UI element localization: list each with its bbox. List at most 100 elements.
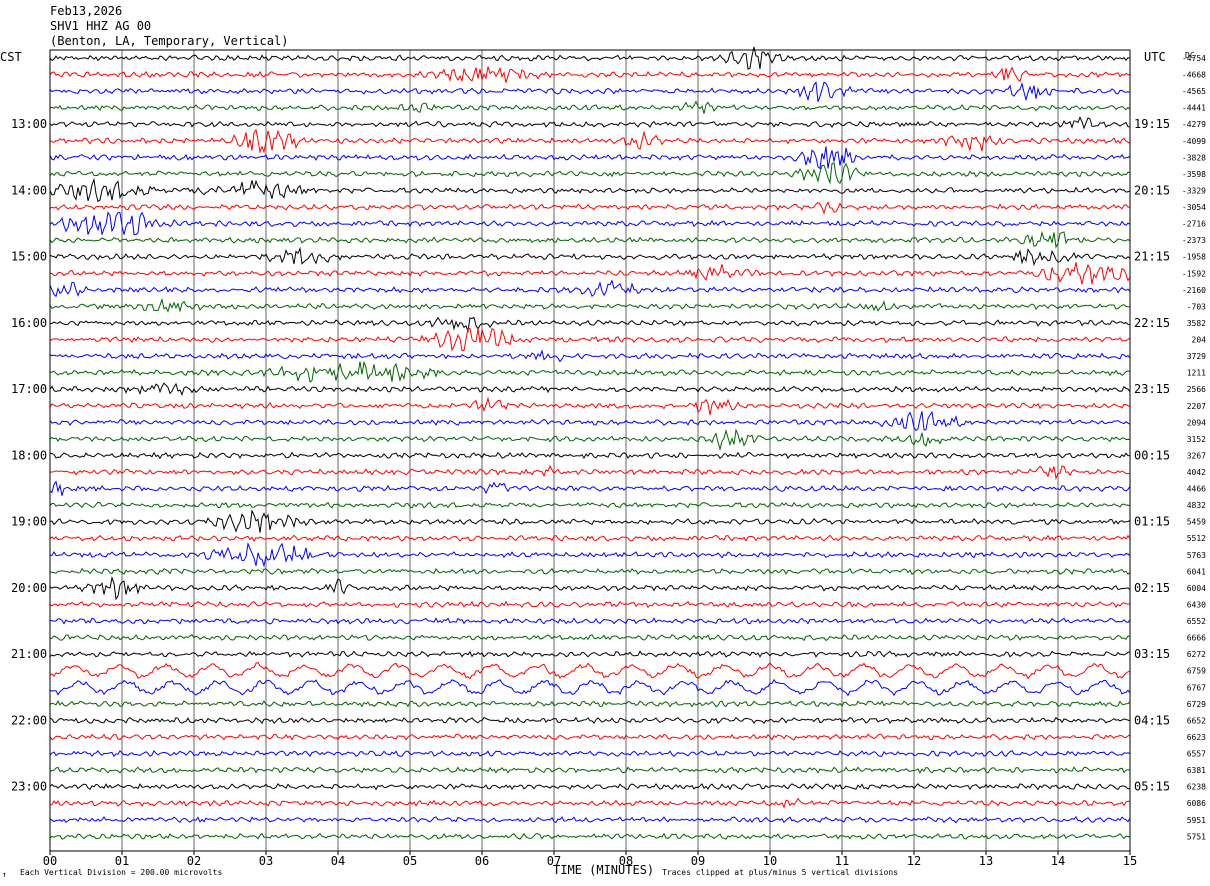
seismic-trace <box>49 567 1131 575</box>
seismic-trace <box>49 162 1131 185</box>
x-tick-label: 02 <box>187 854 201 868</box>
dc-offset-label: 6759 <box>1187 667 1206 676</box>
x-tick-label: 05 <box>403 854 417 868</box>
dc-offset-label: 4832 <box>1187 501 1206 510</box>
seismic-trace <box>49 700 1131 708</box>
dc-offset-label: 6004 <box>1187 584 1206 593</box>
x-tick-label: 15 <box>1123 854 1137 868</box>
right-hour-label: 03:15 <box>1134 647 1170 661</box>
seismic-trace <box>49 279 1131 298</box>
seismic-trace <box>49 749 1131 758</box>
header-station: SHV1 HHZ AG 00 <box>50 19 152 33</box>
left-hour-label: 19:00 <box>11 515 47 529</box>
footer-scale-note: Each Vertical Division = 200.00 microvol… <box>20 868 222 877</box>
seismic-trace <box>49 716 1131 725</box>
x-tick-label: 07 <box>547 854 561 868</box>
header-location: (Benton, LA, Temporary, Vertical) <box>50 34 289 48</box>
left-timezone-label: CST <box>0 50 22 64</box>
left-hour-label: 20:00 <box>11 581 47 595</box>
seismic-trace <box>49 327 1131 352</box>
footer-mark: ↑ <box>2 870 7 879</box>
dc-offset-label: 5763 <box>1187 551 1206 560</box>
dc-offset-label: 4466 <box>1187 485 1206 494</box>
footer-clip-note: Traces clipped at plus/minus 5 vertical … <box>662 868 898 877</box>
seismic-trace <box>49 501 1131 509</box>
seismic-trace <box>49 534 1131 543</box>
seismic-trace <box>49 576 1131 601</box>
dc-offset-label: -3828 <box>1182 153 1206 162</box>
seismic-trace <box>49 116 1131 130</box>
right-hour-label: 23:15 <box>1134 382 1170 396</box>
x-tick-label: 10 <box>763 854 777 868</box>
x-tick-label: 00 <box>43 854 57 868</box>
dc-offset-label: 6430 <box>1187 600 1206 609</box>
seismic-trace <box>49 541 1131 568</box>
dc-offset-label: -4099 <box>1182 137 1206 146</box>
seismic-trace <box>49 832 1131 840</box>
dc-offset-label: 6238 <box>1187 783 1206 792</box>
seismic-trace <box>49 396 1131 416</box>
left-hour-label: 21:00 <box>11 647 47 661</box>
dc-offset-label: -4441 <box>1182 104 1206 113</box>
seismic-trace <box>49 297 1131 313</box>
x-tick-label: 06 <box>475 854 489 868</box>
left-hour-labels: 13:00 14:00 15:00 16:00 17:00 18:00 19:00 20:00… <box>11 117 47 793</box>
left-hour-label: 13:00 <box>11 117 47 131</box>
dc-offset-label: -3598 <box>1182 170 1206 179</box>
dc-offset-label: 6086 <box>1187 799 1206 808</box>
seismic-trace <box>49 201 1131 215</box>
dc-offset-label: 3267 <box>1187 451 1206 460</box>
seismic-trace <box>49 428 1131 452</box>
seismic-trace <box>49 816 1131 824</box>
dc-offset-label: 3152 <box>1187 435 1206 444</box>
seismic-trace <box>49 128 1131 154</box>
left-hour-label: 15:00 <box>11 250 47 264</box>
seismic-trace <box>49 634 1131 642</box>
dc-offset-label: 2094 <box>1187 418 1206 427</box>
dc-offset-label: 5512 <box>1187 534 1206 543</box>
dc-offset-label: 6041 <box>1187 567 1206 576</box>
dc-offset-label: -4668 <box>1182 71 1206 80</box>
right-hour-label: 00:15 <box>1134 448 1170 462</box>
dc-offset-label: 3582 <box>1187 319 1206 328</box>
seismic-trace <box>49 66 1131 83</box>
seismic-trace <box>49 410 1131 432</box>
dc-offset-label: 5751 <box>1187 832 1206 841</box>
x-tick-label: 11 <box>835 854 849 868</box>
seismic-trace <box>49 678 1131 697</box>
seismic-trace <box>49 600 1131 609</box>
seismic-trace <box>49 509 1131 533</box>
seismic-trace <box>49 230 1131 249</box>
dc-offset-label: 6666 <box>1187 634 1206 643</box>
x-tick-label: 04 <box>331 854 345 868</box>
seismic-trace <box>49 464 1131 481</box>
right-hour-label: 04:15 <box>1134 713 1170 727</box>
dc-offset-label: -2716 <box>1182 220 1206 229</box>
seismic-traces <box>49 46 1131 840</box>
dc-offset-label: 6623 <box>1187 733 1206 742</box>
plot-frame <box>49 49 1131 852</box>
dc-offset-label: 4042 <box>1187 468 1206 477</box>
seismic-trace <box>49 783 1131 791</box>
dc-offset-label: -1592 <box>1182 269 1206 278</box>
right-hour-label: 21:15 <box>1134 250 1170 264</box>
left-hour-label: 14:00 <box>11 183 47 197</box>
dc-offset-labels: -4754 -4668 -4565 -4441 -4279 -4099 -3828 -3598… <box>1182 54 1206 841</box>
seismic-trace <box>49 650 1131 658</box>
dc-offset-label: 2207 <box>1187 402 1206 411</box>
right-hour-label: 05:15 <box>1134 780 1170 794</box>
seismic-trace <box>50 316 1131 334</box>
dc-offset-label: 6557 <box>1187 750 1206 759</box>
x-tick-label: 13 <box>979 854 993 868</box>
dc-offset-label: -4565 <box>1182 87 1206 96</box>
seismic-trace <box>49 177 1131 203</box>
seismic-trace <box>49 46 1131 70</box>
dc-offset-label: -4279 <box>1182 120 1206 129</box>
dc-offset-label: 2566 <box>1187 385 1206 394</box>
dc-offset-label: 1211 <box>1187 369 1206 378</box>
right-timezone-label: UTC <box>1144 50 1166 64</box>
right-hour-label: 01:15 <box>1134 515 1170 529</box>
dc-offset-label: -1958 <box>1182 253 1206 262</box>
left-hour-label: 23:00 <box>11 780 47 794</box>
